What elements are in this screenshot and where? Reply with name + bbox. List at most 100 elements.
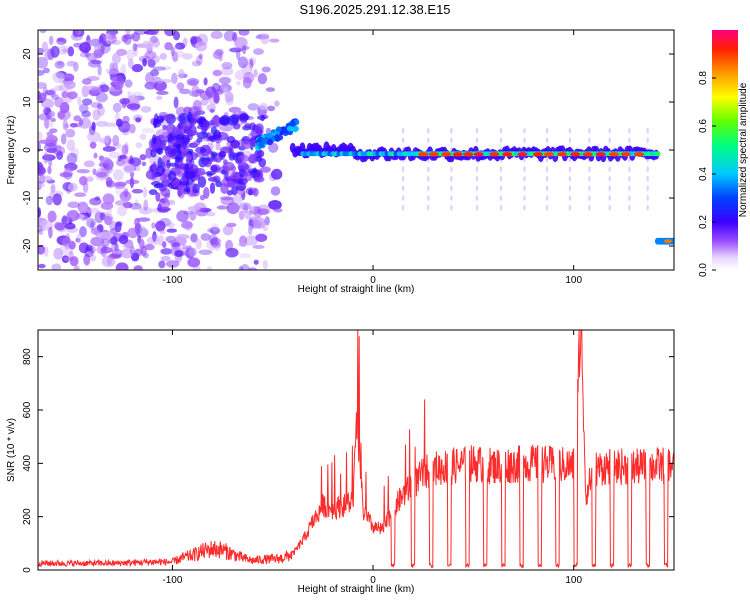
spectrogram-cell: [176, 210, 189, 223]
spectrogram-cell: [178, 112, 191, 125]
spectrogram-cell: [191, 85, 200, 97]
spectrogram-cell: [43, 142, 57, 153]
spectrogram-cell: [182, 53, 193, 60]
spectrogram-cell: [51, 263, 62, 270]
spectrogram-cell: [190, 36, 198, 45]
spectrogram-cell: [158, 197, 170, 209]
spectrogram-cell: [148, 30, 159, 36]
spectrogram-cell: [175, 138, 184, 144]
spectrogram-cell: [90, 59, 102, 65]
spectrogram-cell: [94, 211, 104, 224]
spectrogram-cell: [207, 228, 215, 233]
spectrogram-cell: [222, 225, 234, 236]
spectrogram-cell: [200, 98, 209, 106]
snr-panel: -100 0 100 0 200 400 600 800 SNR (10 * v/v) Hei…: [6, 329, 675, 595]
spectrogram-cell: [120, 248, 134, 259]
spectrogram-cell: [129, 171, 135, 178]
spectrogram-cell: [43, 152, 49, 164]
x-tick-label: 0: [370, 575, 376, 586]
spectrogram-cell: [545, 156, 549, 163]
spectrogram-cell: [271, 168, 283, 180]
spectrogram-cell: [65, 128, 76, 138]
spectrogram-cell: [129, 202, 142, 210]
spectrogram-cell: [47, 210, 57, 223]
spectrogram-cell: [140, 106, 152, 113]
spectrogram-cell: [95, 92, 108, 103]
spectrogram-cell: [473, 152, 484, 157]
spectrogram-cell: [157, 203, 162, 212]
spectrogram-cell: [209, 108, 215, 113]
y-tick-label: 600: [22, 401, 33, 418]
spectrogram-cell: [156, 90, 169, 96]
spectrogram-cell: [237, 56, 249, 69]
spectrogram-cell: [105, 67, 119, 75]
spectrogram-cell: [42, 154, 56, 161]
spectrogram-cell: [119, 191, 132, 202]
spectrogram-cell: [115, 118, 123, 127]
spectrogram-cell: [38, 166, 47, 175]
spectrogram-cell: [100, 201, 114, 210]
spectrogram-cell: [238, 210, 245, 221]
spectrogram-cell: [67, 201, 80, 209]
spectrogram-cell: [608, 175, 611, 182]
spectrogram-cell: [499, 204, 503, 211]
spectrogram-cell: [38, 92, 47, 102]
spectrogram-cell: [182, 37, 188, 47]
spectrogram-cell: [196, 33, 209, 46]
spectrogram-cell: [191, 60, 202, 67]
spectrogram-cell: [177, 68, 185, 80]
spectrogram-cell: [90, 236, 104, 247]
spectrogram-cell: [212, 89, 224, 96]
spectrogram-cell: [208, 120, 215, 126]
spectrogram-cell: [545, 204, 549, 211]
spectrogram-cell: [239, 235, 247, 247]
spectrogram-cell: [67, 46, 75, 57]
spectrogram-cell: [76, 169, 90, 174]
spectrogram-cell: [38, 228, 44, 236]
spectrogram-cell: [475, 175, 479, 182]
spectrogram-cell: [235, 181, 247, 192]
spectrogram-cell: [208, 233, 218, 245]
spectrogram-cell: [38, 263, 46, 269]
spectrogram-cell: [112, 169, 124, 181]
spectrogram-cell: [38, 131, 43, 141]
spectrogram-cell: [499, 175, 503, 182]
spectrogram-cell: [95, 171, 108, 178]
spectrogram-cell: [523, 127, 526, 134]
spectrogram-cell: [628, 175, 631, 182]
spectrogram-cell: [247, 56, 257, 66]
spectrogram-cell: [195, 41, 208, 52]
spectrogram-cell: [221, 62, 233, 70]
spectrogram-cell: [261, 66, 271, 73]
spectrogram-cell: [46, 131, 54, 137]
spectrogram-cell: [85, 244, 93, 252]
spectrogram-cell: [60, 133, 67, 145]
spectrogram-cell: [152, 231, 157, 242]
spectrogram-cell: [117, 155, 122, 162]
spectrogram-cell: [46, 154, 53, 161]
spectrogram-cell: [226, 190, 233, 196]
spectrogram-cell: [588, 175, 591, 182]
spectrogram-cell: [131, 63, 144, 73]
spectrogram-cell: [646, 204, 649, 211]
spectrogram-cell: [238, 30, 250, 36]
spectrogram-cell: [215, 180, 223, 188]
spectrogram-cell: [634, 152, 645, 157]
spectrogram-cell: [543, 152, 554, 157]
spectrogram-cell: [628, 195, 631, 201]
spectrogram-cell: [188, 247, 197, 257]
spectrogram-cell: [608, 127, 611, 134]
spectrogram-cell: [115, 262, 129, 270]
spectrogram-cell: [450, 195, 453, 201]
spectrogram-cell: [139, 154, 147, 161]
spectrogram-cell: [475, 137, 479, 144]
spectrogram-cell: [53, 247, 64, 260]
spectrogram-cell: [38, 206, 42, 219]
spectrogram-cell: [248, 153, 257, 164]
spectrogram-cell: [646, 175, 649, 182]
spectrogram-cell: [98, 35, 104, 45]
spectrogram-cell: [225, 247, 239, 258]
spectrogram-cell: [234, 36, 248, 49]
spectrogram-cell: [92, 109, 101, 121]
spectrogram-cell: [475, 195, 479, 201]
